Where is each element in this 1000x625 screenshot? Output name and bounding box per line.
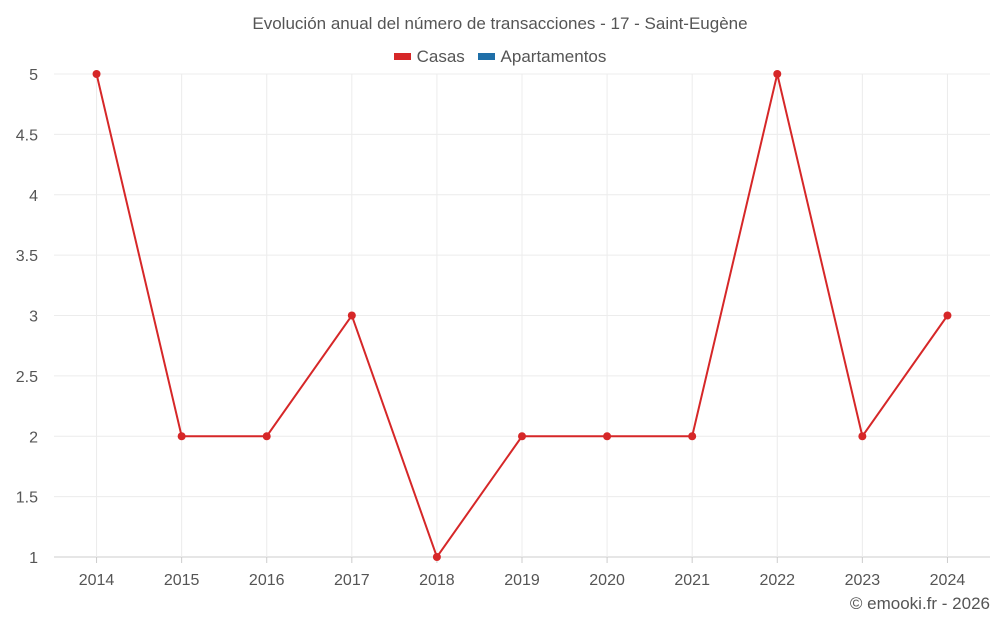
y-tick-label: 1.5 (16, 490, 38, 507)
x-tick-label: 2016 (249, 572, 285, 589)
x-tick-label: 2018 (419, 572, 455, 589)
data-point (262, 432, 271, 441)
legend-item-apartamentos[interactable]: Apartamentos (477, 46, 607, 67)
x-tick-label: 2022 (759, 572, 795, 589)
y-tick-label: 4 (29, 188, 38, 205)
data-point (518, 432, 526, 441)
y-tick-label: 3 (29, 309, 38, 326)
x-tick-label: 2015 (164, 572, 200, 589)
legend-swatch-casas (393, 53, 411, 60)
x-tick-label: 2017 (334, 572, 370, 589)
x-tick-label: 2020 (589, 572, 625, 589)
legend-swatch-apartamentos (477, 53, 495, 60)
x-tick-label: 2021 (674, 572, 710, 589)
y-tick-label: 2.5 (16, 369, 38, 386)
x-tick-label: 2019 (504, 572, 540, 589)
data-point (177, 432, 186, 441)
y-tick-label: 2 (29, 429, 38, 446)
legend: Casas Apartamentos (0, 45, 1000, 67)
y-tick-label: 5 (29, 67, 38, 84)
data-point (943, 311, 952, 320)
legend-label: Apartamentos (500, 46, 607, 66)
y-tick-label: 4.5 (16, 127, 38, 144)
y-tick-label: 3.5 (16, 248, 38, 265)
y-tick-label: 1 (29, 550, 38, 567)
data-point (92, 70, 101, 78)
data-point (688, 432, 697, 441)
data-point (432, 553, 441, 561)
credit-text: © emooki.fr - 2026 (849, 594, 990, 613)
x-tick-label: 2014 (79, 572, 115, 589)
data-point (858, 432, 867, 441)
data-point (773, 70, 782, 78)
chart-title: Evolución anual del número de transaccio… (252, 14, 748, 33)
data-point (603, 432, 612, 441)
x-tick-label: 2023 (845, 572, 881, 589)
x-tick-label: 2024 (930, 572, 966, 589)
legend-label: Casas (416, 46, 465, 66)
legend-item-casas[interactable]: Casas (393, 46, 465, 67)
data-point (347, 311, 356, 320)
